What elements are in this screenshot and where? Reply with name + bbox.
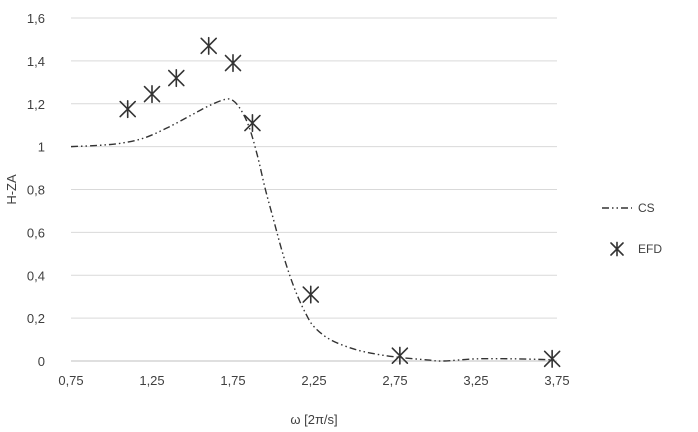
x-tick-label: 1,75 xyxy=(220,373,245,388)
x-tick-label: 0,75 xyxy=(58,373,83,388)
x-tick-label: 2,75 xyxy=(382,373,407,388)
legend-cs-label: CS xyxy=(638,201,655,215)
y-tick-label: 1 xyxy=(38,140,45,155)
x-tick-labels: 0,75 1,25 1,75 2,25 2,75 3,25 3,75 xyxy=(58,373,569,388)
x-axis-title: ω [2π/s] xyxy=(290,412,337,427)
efd-data-point xyxy=(143,85,161,104)
plot-series xyxy=(70,36,561,368)
efd-data-point xyxy=(302,285,320,304)
y-tick-labels: 0 0,2 0,4 0,6 0,8 1 1,2 1,4 1,6 xyxy=(27,11,45,369)
y-tick-label: 1,2 xyxy=(27,97,45,112)
efd-data-point xyxy=(543,349,561,368)
legend-efd-marker-icon xyxy=(610,241,624,257)
x-tick-label: 2,25 xyxy=(301,373,326,388)
x-tick-label: 3,75 xyxy=(544,373,569,388)
y-tick-label: 0 xyxy=(38,354,45,369)
grid xyxy=(71,17,557,319)
y-tick-label: 0,6 xyxy=(27,225,45,240)
efd-data-point xyxy=(119,100,136,119)
efd-data-point xyxy=(224,53,242,73)
x-tick-label: 3,25 xyxy=(463,373,488,388)
y-tick-label: 1,6 xyxy=(27,11,45,26)
y-tick-label: 0,2 xyxy=(27,311,45,326)
y-tick-label: 1,4 xyxy=(27,54,45,69)
y-tick-label: 0,4 xyxy=(27,268,45,283)
y-tick-label: 0,8 xyxy=(27,183,45,198)
legend-efd-label: EFD xyxy=(638,242,662,256)
efd-data-point xyxy=(244,113,261,133)
series-line-cs xyxy=(70,98,558,362)
efd-data-point xyxy=(391,346,409,365)
legend: CS EFD xyxy=(602,201,662,257)
efd-data-point xyxy=(200,36,217,55)
efd-data-point xyxy=(168,68,185,88)
y-axis-title: H-ZA xyxy=(4,174,19,205)
x-tick-label: 1,25 xyxy=(139,373,164,388)
